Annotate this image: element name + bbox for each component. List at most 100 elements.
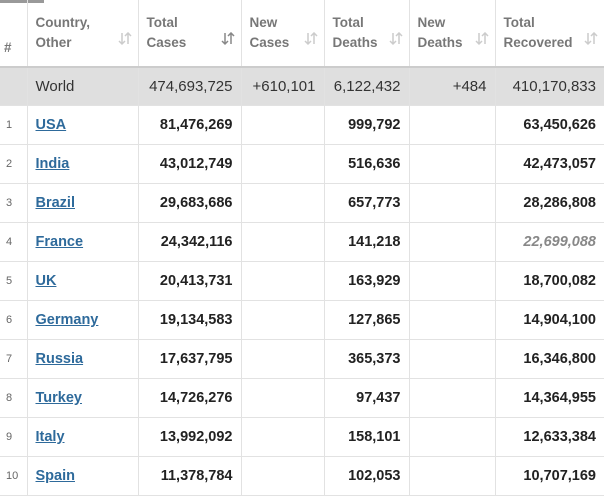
new-cases-cell (241, 144, 325, 184)
country-link[interactable]: France (35, 234, 84, 250)
header-text: Recovered (503, 35, 573, 50)
header-text: Other (35, 35, 72, 50)
new-cases-cell (241, 417, 325, 457)
rank-cell: 4 (0, 222, 28, 262)
new-cases-cell (241, 261, 325, 301)
country-row: 1 USA 81,476,269 999,792 63,450,626 (0, 105, 604, 145)
country-row: 7 Russia 17,637,795 365,373 16,346,800 (0, 339, 604, 379)
rank-cell: 6 (0, 300, 28, 340)
country-link[interactable]: USA (35, 117, 67, 133)
rank-cell: 7 (0, 339, 28, 379)
country-row: 8 Turkey 14,726,276 97,437 14,364,955 (0, 378, 604, 418)
column-header[interactable]: Total Cases (138, 0, 242, 68)
column-header[interactable]: Country, Other (27, 0, 139, 68)
total-deaths-cell: 158,101 (324, 417, 410, 457)
total-recovered-cell: 12,633,384 (495, 417, 604, 457)
country-cell: Italy (27, 417, 139, 457)
new-cases-cell (241, 222, 325, 262)
sort-icon[interactable] (584, 32, 598, 46)
rank-cell: 3 (0, 183, 28, 223)
new-deaths-cell (409, 339, 496, 379)
country-cell: USA (27, 105, 139, 145)
country-cell: Spain (27, 456, 139, 496)
total-recovered-cell: 42,473,057 (495, 144, 604, 184)
total-deaths-cell: 163,929 (324, 261, 410, 301)
total-cases-cell: 81,476,269 (138, 105, 242, 145)
new-deaths-cell (409, 456, 496, 496)
country-link[interactable]: Italy (35, 429, 65, 445)
new-deaths-cell (409, 183, 496, 223)
country-cell: France (27, 222, 139, 262)
country-link[interactable]: Brazil (35, 195, 76, 211)
sort-icon[interactable] (474, 32, 489, 46)
total-cases-cell: 43,012,749 (138, 144, 242, 184)
total-cases-cell: 11,378,784 (138, 456, 242, 496)
new-deaths-cell (409, 261, 496, 301)
total-cases-cell: 474,693,725 (138, 67, 242, 106)
header-text: Total (503, 15, 535, 30)
total-cases-cell: 19,134,583 (138, 300, 242, 340)
header-text: Cases (146, 35, 187, 50)
new-deaths-cell (409, 378, 496, 418)
new-deaths-cell: +484 (409, 67, 496, 106)
header-text: Deaths (332, 35, 378, 50)
column-header[interactable]: Total Deaths (324, 0, 410, 68)
country-link[interactable]: Russia (35, 351, 84, 367)
country-link[interactable]: Germany (35, 312, 99, 328)
country-cell: World (27, 67, 139, 106)
country-row: 9 Italy 13,992,092 158,101 12,633,384 (0, 417, 604, 457)
total-deaths-cell: 657,773 (324, 183, 410, 223)
total-recovered-cell: 14,904,100 (495, 300, 604, 340)
new-deaths-cell (409, 105, 496, 145)
new-cases-cell (241, 456, 325, 496)
total-deaths-cell: 365,373 (324, 339, 410, 379)
country-link[interactable]: UK (35, 273, 57, 289)
total-recovered-cell: 10,707,169 (495, 456, 604, 496)
total-deaths-cell: 999,792 (324, 105, 410, 145)
country-cell: UK (27, 261, 139, 301)
new-cases-cell (241, 105, 325, 145)
country-row: 4 France 24,342,116 141,218 22,699,088 (0, 222, 604, 262)
country-link[interactable]: Spain (35, 468, 75, 484)
new-cases-cell (241, 300, 325, 340)
country-row: 3 Brazil 29,683,686 657,773 28,286,808 (0, 183, 604, 223)
new-deaths-cell (409, 300, 496, 340)
sort-icon[interactable] (220, 32, 235, 46)
total-cases-cell: 20,413,731 (138, 261, 242, 301)
total-deaths-cell: 516,636 (324, 144, 410, 184)
total-cases-cell: 24,342,116 (138, 222, 242, 262)
table-body: World 474,693,725 +610,101 6,122,432 +484 410… (0, 67, 604, 496)
total-recovered-cell: 28,286,808 (495, 183, 604, 223)
header-text: Deaths (417, 35, 463, 50)
new-cases-cell: +610,101 (241, 67, 325, 106)
total-cases-cell: 17,637,795 (138, 339, 242, 379)
sort-icon[interactable] (388, 32, 403, 46)
new-deaths-cell (409, 417, 496, 457)
rank-cell: 5 (0, 261, 28, 301)
sort-icon[interactable] (303, 32, 318, 46)
total-recovered-cell: 63,450,626 (495, 105, 604, 145)
new-cases-cell (241, 378, 325, 418)
country-row: 6 Germany 19,134,583 127,865 14,904,100 (0, 300, 604, 340)
total-deaths-cell: 127,865 (324, 300, 410, 340)
column-header[interactable]: Total Recovered (495, 0, 604, 68)
world-row: World 474,693,725 +610,101 6,122,432 +484 410… (0, 67, 604, 106)
total-recovered-cell: 22,699,088 (495, 222, 604, 262)
header-text: # (4, 40, 12, 55)
country-row: 5 UK 20,413,731 163,929 18,700,082 (0, 261, 604, 301)
column-header: # (0, 0, 28, 68)
header-text: Cases (249, 35, 290, 50)
rank-cell: 1 (0, 105, 28, 145)
new-deaths-cell (409, 222, 496, 262)
header-row: # Country, Other Total Cases New Cases Total Dea… (0, 0, 604, 68)
total-cases-cell: 14,726,276 (138, 378, 242, 418)
country-cell: Russia (27, 339, 139, 379)
sort-icon[interactable] (117, 32, 132, 46)
country-row: 2 India 43,012,749 516,636 42,473,057 (0, 144, 604, 184)
country-link[interactable]: India (35, 156, 70, 172)
country-link[interactable]: Turkey (35, 390, 82, 406)
column-header[interactable]: New Deaths (409, 0, 496, 68)
column-header[interactable]: New Cases (241, 0, 325, 68)
rank-cell: 10 (0, 456, 28, 496)
